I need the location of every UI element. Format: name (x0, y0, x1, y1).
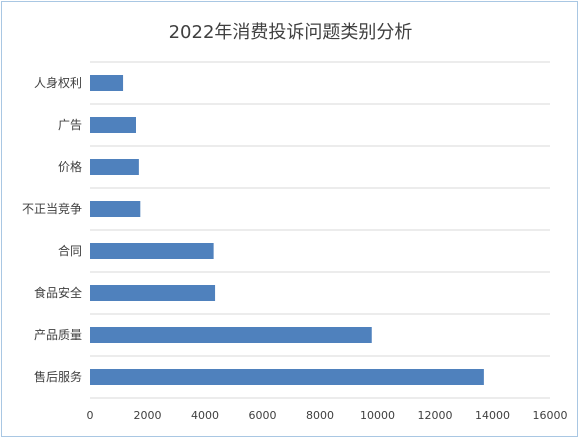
x-tick-label: 16000 (533, 409, 568, 422)
category-label: 产品质量 (34, 328, 82, 342)
bar (90, 159, 139, 175)
bar (90, 327, 372, 343)
x-tick-label: 10000 (360, 409, 395, 422)
bar (90, 75, 124, 91)
bar (90, 117, 136, 133)
bar (90, 369, 484, 385)
x-tick-labels: 0 2000 4000 6000 8000 10000 12000 14000 16000 (87, 409, 568, 422)
category-label: 广告 (58, 118, 82, 132)
bar (90, 201, 141, 217)
category-label: 合同 (58, 243, 82, 258)
x-tick-label: 0 (87, 409, 94, 422)
gridlines (90, 61, 550, 399)
x-tick-label: 8000 (306, 409, 334, 422)
bar (90, 285, 216, 301)
x-tick-label: 6000 (249, 409, 277, 422)
category-label: 售后服务 (34, 369, 82, 384)
x-tick-label: 4000 (191, 409, 219, 422)
x-tick-label: 12000 (418, 409, 453, 422)
category-label: 食品安全 (34, 285, 82, 300)
category-label: 价格 (58, 159, 82, 174)
x-tick-label: 2000 (134, 409, 162, 422)
bar (90, 243, 214, 259)
category-label: 人身权利 (34, 75, 82, 90)
x-tick-label: 14000 (475, 409, 510, 422)
chart-title: 2022年消费投诉问题类别分析 (168, 22, 413, 43)
bars (90, 75, 484, 385)
category-label: 不正当竞争 (22, 202, 82, 216)
